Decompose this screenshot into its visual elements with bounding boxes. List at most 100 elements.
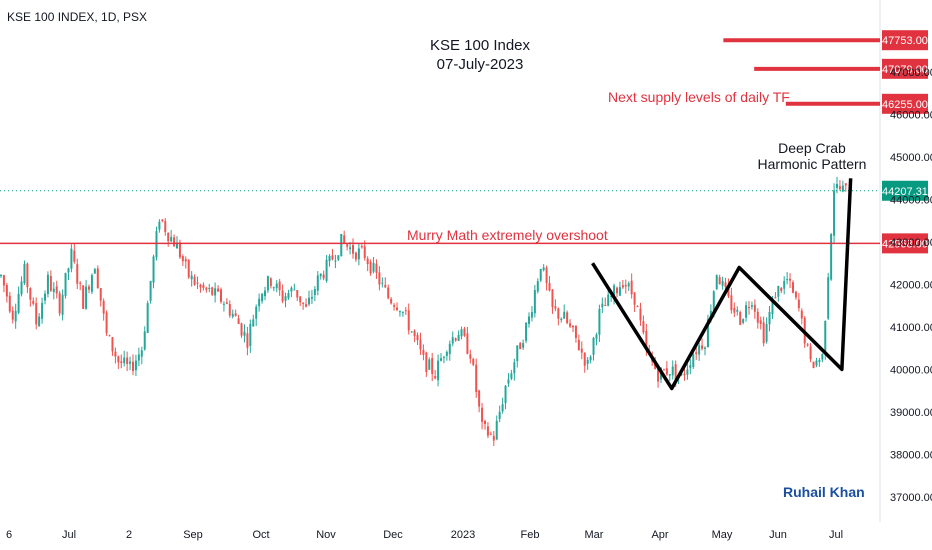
level-badge <box>882 93 928 114</box>
candle-body <box>99 288 102 301</box>
supply-levels-annotation: Next supply levels of daily TF <box>608 89 790 105</box>
candle-body <box>264 290 266 297</box>
candle-body <box>111 337 114 352</box>
y-tick-label: 45000.00 <box>890 152 932 164</box>
candle-body <box>196 282 199 284</box>
candle-body <box>176 242 178 249</box>
candle-body <box>448 343 451 354</box>
candle-body <box>733 307 736 313</box>
y-tick-label: 38000.00 <box>890 449 932 461</box>
candle-body <box>44 293 46 301</box>
candle-body <box>662 369 665 371</box>
candle-body <box>442 356 445 358</box>
candle-body <box>818 360 821 362</box>
chart-title: KSE 100 Index <box>429 37 531 54</box>
candle-body <box>536 281 539 292</box>
candle-body <box>574 325 577 339</box>
x-tick-label: 6 <box>6 529 12 541</box>
pattern-label-line1: Deep Crab <box>778 140 846 156</box>
candle-body <box>718 277 721 285</box>
x-tick-label: Nov <box>316 529 336 541</box>
candle-body <box>140 350 143 357</box>
candle-body <box>821 354 824 360</box>
candle-body <box>70 248 73 269</box>
candle-body <box>498 411 501 419</box>
candle-body <box>272 287 275 289</box>
level-badge <box>882 58 928 79</box>
x-tick-label: Sep <box>183 529 203 541</box>
candle-body <box>187 259 190 278</box>
y-tick-label: 43000.00 <box>890 237 932 249</box>
candle-body <box>88 286 90 290</box>
candle-body <box>674 364 677 381</box>
candle-body <box>261 293 264 302</box>
candle-body <box>93 269 96 274</box>
candle-body <box>569 323 572 327</box>
candle-body <box>331 255 334 260</box>
candle-body <box>14 310 17 322</box>
candle-body <box>293 289 296 291</box>
candle-body <box>208 287 211 289</box>
candle-body <box>170 236 173 242</box>
candle-body <box>762 322 765 344</box>
candle-body <box>178 242 181 258</box>
candle-body <box>266 276 269 291</box>
candle-body <box>357 248 360 260</box>
candle-body <box>231 313 234 317</box>
candle-body <box>478 390 481 407</box>
candle-body <box>613 285 616 298</box>
candle-body <box>548 283 551 291</box>
candle-body <box>105 312 108 334</box>
candle-body <box>404 310 407 312</box>
candle-body <box>630 280 633 295</box>
candle-body <box>305 304 308 307</box>
candle-body <box>671 366 674 376</box>
candle-body <box>278 281 281 291</box>
candle-body <box>372 262 375 272</box>
candle-body <box>765 324 768 342</box>
chart-title-block: KSE 100 Index 07-July-2023 <box>380 36 580 74</box>
candle-body <box>706 319 709 348</box>
candle-body <box>774 297 777 299</box>
candle-body <box>158 221 161 230</box>
candle-body <box>806 344 809 346</box>
candle-body <box>683 373 686 376</box>
candle-body <box>489 433 492 435</box>
candle-body <box>354 252 357 260</box>
harmonic-pattern-line <box>591 178 853 391</box>
y-tick-label: 47000.00 <box>890 67 932 79</box>
x-tick-label: 2023 <box>451 529 475 541</box>
candle-body <box>73 250 76 262</box>
candle-body <box>636 306 639 308</box>
candle-body <box>82 285 85 309</box>
candle-body <box>595 334 598 339</box>
candle-body <box>211 287 214 295</box>
candle-body <box>149 281 152 301</box>
candle-body <box>607 294 610 306</box>
candle-body <box>281 290 284 302</box>
candle-body <box>507 379 510 384</box>
candle-body <box>756 311 759 323</box>
candle-body <box>551 289 554 308</box>
candle-body <box>11 310 14 320</box>
candle-body <box>310 296 313 299</box>
candle-body <box>454 338 457 341</box>
candle-body <box>252 319 255 327</box>
candle-body <box>604 305 607 307</box>
candle-body <box>618 287 621 296</box>
candle-body <box>431 358 434 375</box>
level-price-label: 42968.00 <box>882 238 928 250</box>
candle-body <box>325 259 328 281</box>
candle-body <box>484 420 486 425</box>
candle-body <box>346 244 349 247</box>
candle-body <box>366 258 369 265</box>
candle-body <box>202 284 205 289</box>
candle-body <box>410 331 413 333</box>
candle-body <box>542 267 545 271</box>
candle-body <box>90 275 93 292</box>
y-tick-label: 42000.00 <box>890 279 932 291</box>
candle-body <box>492 435 495 441</box>
candle-body <box>642 321 645 333</box>
candle-body <box>117 356 120 363</box>
